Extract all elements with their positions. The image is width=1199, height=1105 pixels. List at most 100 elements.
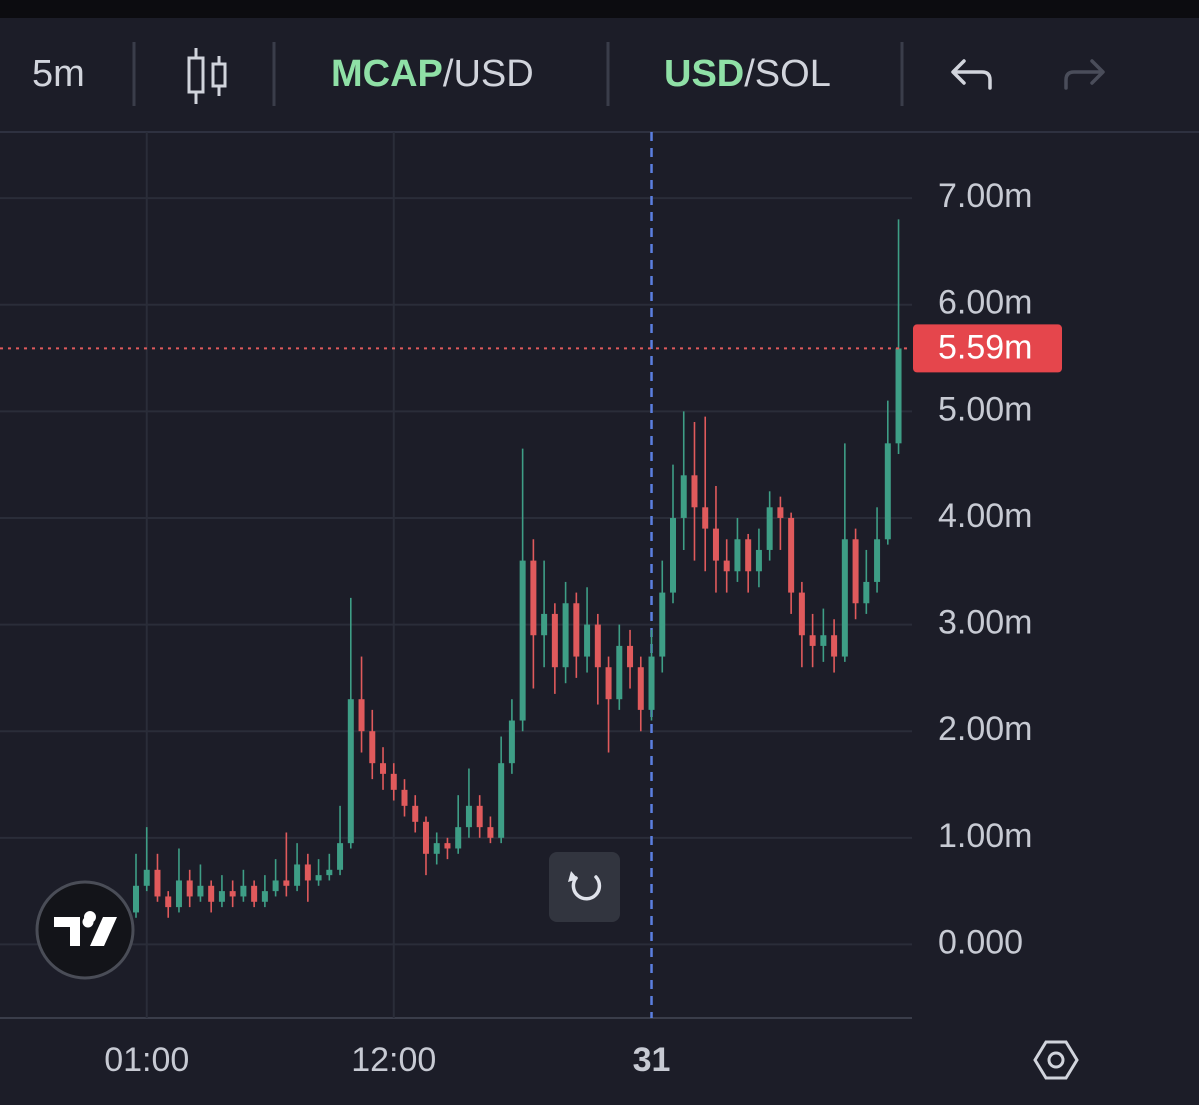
y-tick-label: 6.00m [938,284,1033,322]
candle-body [476,805,483,828]
currency-toggle[interactable]: USD/SOL [664,53,831,95]
candle-body [723,560,730,572]
candle-body [304,864,311,881]
pair-rest: /USD [443,53,534,95]
candle-body [143,869,150,886]
candle-body [208,885,215,902]
candle-body [369,731,376,764]
toolbar: 5m MCAP/USD USD/SOL [32,42,1105,106]
candle-body [326,869,333,876]
candle-body [229,891,236,897]
y-tick-label: 4.00m [938,497,1033,535]
candle-body [798,592,805,636]
candle-body [702,507,709,529]
candle-body [508,720,515,764]
candle-body [498,763,505,838]
candle-body [670,517,676,593]
pair-accent: MCAP [331,53,443,95]
candle-body [562,603,569,668]
candle-body [519,560,526,721]
last-price-badge [913,324,1062,373]
candle-body [530,560,537,636]
candle-body [551,613,558,668]
y-tick-label: 0.000 [938,923,1023,961]
candle-body [175,880,182,908]
plot-area: 0.000 1.00m 2.00m 3.00m 4.00m 5.00m 6.00m 7.00m… [0,132,1062,1079]
candle-body [251,885,258,902]
candle-body [541,613,548,636]
y-tick-label: 5.00m [938,390,1033,428]
candle-body [831,635,838,657]
candle-body [895,348,902,444]
candle-body [240,885,247,897]
candle-body [712,528,719,561]
candle-body [788,517,795,593]
candle-body [444,843,451,849]
candle-body [680,475,687,518]
candle-body [154,869,161,897]
candle-body [455,827,462,849]
candle-body [412,805,419,822]
candle-body [841,539,848,657]
candle-body [820,635,827,646]
candle-body [315,875,322,881]
candle-body [852,539,859,604]
candle-body [422,821,429,854]
x-tick-label: 01:00 [104,1041,189,1079]
candle-body [186,880,193,897]
candle-body [777,507,784,518]
candle-body [766,507,773,550]
pair-toggle[interactable]: MCAP/USD [331,53,534,95]
redo-button[interactable] [1064,59,1105,90]
candle-body [755,549,762,572]
undo-button[interactable] [951,59,992,90]
candle-body [884,443,891,540]
last-price-label: 5.59m [938,328,1033,366]
candle-body [197,885,204,897]
candle-body [584,624,591,657]
candle-body [294,864,301,886]
candle-body [734,539,741,572]
logo[interactable] [35,880,135,980]
interval-button[interactable]: 5m [32,53,85,95]
y-tick-label: 7.00m [938,177,1033,215]
candle-body [347,699,354,844]
candle-body [648,656,655,710]
candle-body [573,603,580,657]
x-tick-label: 31 [633,1041,671,1079]
y-tick-label: 2.00m [938,710,1033,748]
candle-body [380,763,387,774]
reset-button[interactable] [549,852,620,922]
candle-body [358,699,365,732]
candle-body [133,885,139,913]
candle-body [627,645,634,668]
candle-body [218,891,225,902]
candle-body [433,843,440,854]
candle-body [659,592,666,657]
candle-body [605,667,612,700]
currency-accent: USD [664,53,744,95]
currency-rest: /SOL [744,53,831,95]
settings-button[interactable] [1033,1040,1079,1080]
candle-body [809,635,816,646]
candle-type-icon[interactable] [187,48,227,104]
candle-body [272,880,279,892]
candle-body [465,805,472,828]
candle-body [337,843,344,870]
y-tick-label: 3.00m [938,604,1033,642]
x-tick-label: 12:00 [351,1041,436,1079]
candle-body [616,645,623,700]
candle-body [874,539,881,582]
candle-body [487,827,494,838]
candle-body [594,624,601,668]
candle-body [165,896,172,908]
candle-body [390,773,397,790]
candle-body [691,475,698,508]
candle-body [745,539,752,572]
candle-body [637,667,644,710]
y-tick-label: 1.00m [938,817,1033,855]
candle-body [863,581,870,604]
status-strip [0,0,1199,18]
candle-body [261,891,268,902]
